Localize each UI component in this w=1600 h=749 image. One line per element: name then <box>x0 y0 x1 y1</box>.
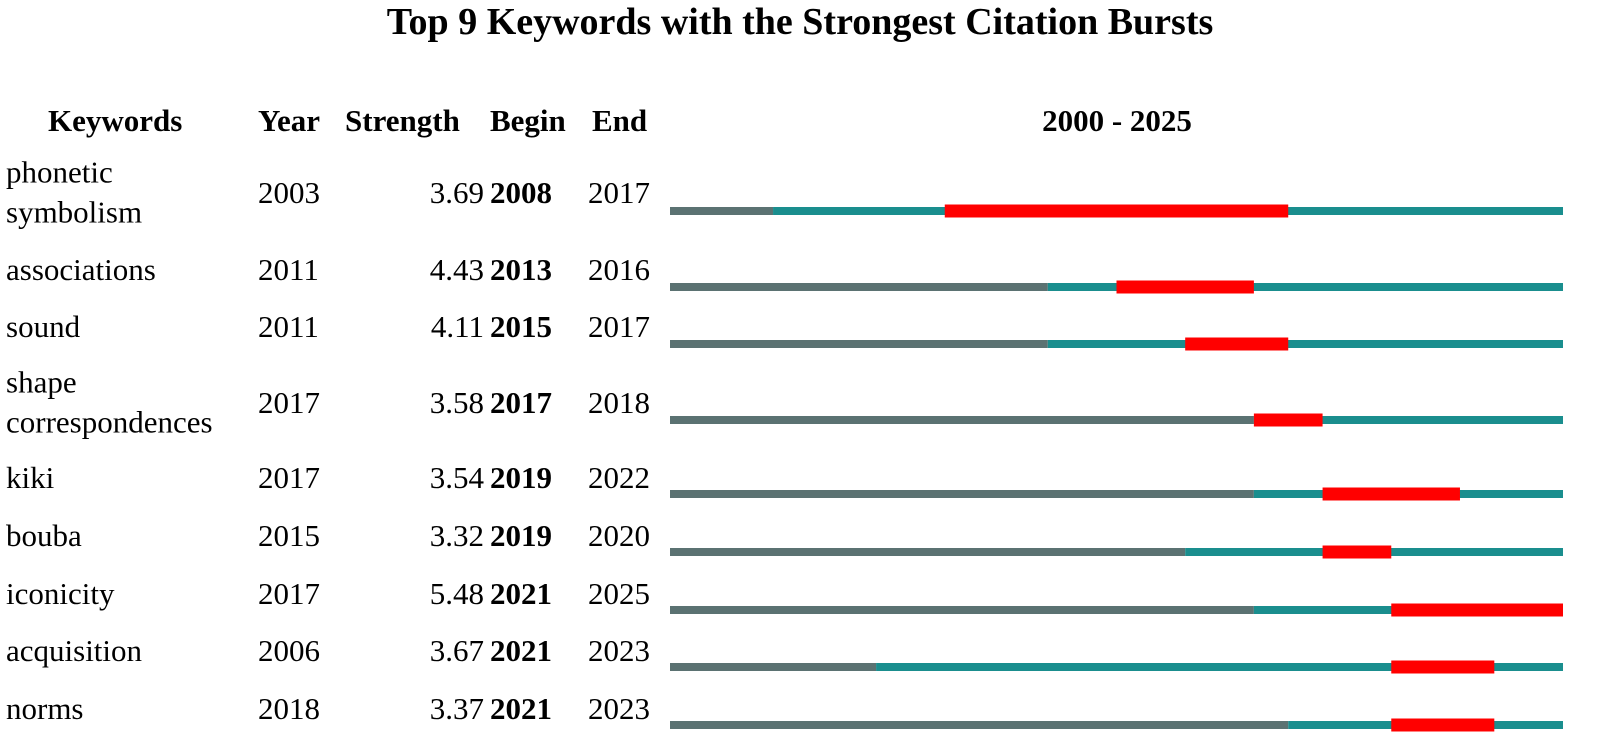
end: 2017 <box>588 308 650 344</box>
year: 2006 <box>258 632 320 668</box>
bar-before <box>670 416 1254 424</box>
burst <box>1322 487 1460 501</box>
bar-after <box>1047 340 1563 348</box>
header-begin: Begin <box>490 102 566 138</box>
burst <box>1116 280 1254 294</box>
begin: 2013 <box>490 251 552 287</box>
bar-after <box>876 663 1563 671</box>
bar-before <box>670 207 774 215</box>
header-end: End <box>592 102 648 138</box>
bar-before <box>670 340 1048 348</box>
year: 2017 <box>258 384 320 420</box>
bar-before <box>670 548 1186 556</box>
end: 2023 <box>588 690 650 726</box>
year: 2011 <box>258 251 319 287</box>
begin: 2015 <box>490 308 552 344</box>
burst <box>1253 413 1323 427</box>
keyword: acquisition <box>6 632 143 668</box>
end: 2020 <box>588 517 650 553</box>
strength: 4.43 <box>429 251 484 287</box>
begin: 2021 <box>490 575 552 611</box>
year: 2017 <box>258 575 320 611</box>
header-year: Year <box>258 102 320 138</box>
end: 2016 <box>588 251 650 287</box>
end: 2018 <box>588 384 650 420</box>
keyword: shape correspondences <box>6 364 213 440</box>
header-range: 2000 - 2025 <box>1042 102 1192 138</box>
keyword: kiki <box>6 459 55 495</box>
year: 2011 <box>258 308 319 344</box>
burst <box>1322 545 1392 559</box>
burst <box>944 204 1289 218</box>
strength: 4.11 <box>430 308 484 344</box>
keyword: norms <box>6 690 84 726</box>
bar-after <box>1047 283 1563 291</box>
begin: 2019 <box>490 517 552 553</box>
begin: 2021 <box>490 690 552 726</box>
burst <box>1391 660 1495 674</box>
burst <box>1391 603 1563 617</box>
bar-before <box>670 606 1254 614</box>
header-keyword: Keywords <box>48 102 183 138</box>
chart-title: Top 9 Keywords with the Strongest Citati… <box>386 1 1214 43</box>
end: 2022 <box>588 459 650 495</box>
begin: 2008 <box>490 174 552 210</box>
keyword: associations <box>6 251 156 287</box>
keyword: phonetic symbolism <box>6 154 143 230</box>
keyword: iconicity <box>6 575 115 611</box>
strength: 5.48 <box>429 575 484 611</box>
end: 2023 <box>588 632 650 668</box>
keyword: bouba <box>6 517 82 553</box>
bar-before <box>670 663 877 671</box>
header-strength: Strength <box>345 102 460 138</box>
keyword: sound <box>6 308 81 344</box>
year: 2015 <box>258 517 320 553</box>
burst <box>1185 337 1289 351</box>
begin: 2017 <box>490 384 552 420</box>
year: 2017 <box>258 459 320 495</box>
begin: 2021 <box>490 632 552 668</box>
burst <box>1391 718 1495 732</box>
strength: 3.37 <box>429 690 484 726</box>
end: 2025 <box>588 575 650 611</box>
strength: 3.58 <box>429 384 484 420</box>
bar-before <box>670 721 1289 729</box>
strength: 3.32 <box>429 517 484 553</box>
begin: 2019 <box>490 459 552 495</box>
bar-before <box>670 490 1254 498</box>
bar-after <box>1253 416 1563 424</box>
bar-before <box>670 283 1048 291</box>
strength: 3.67 <box>429 632 484 668</box>
year: 2018 <box>258 690 320 726</box>
end: 2017 <box>588 174 650 210</box>
strength: 3.54 <box>429 459 484 495</box>
year: 2003 <box>258 174 320 210</box>
strength: 3.69 <box>429 174 484 210</box>
